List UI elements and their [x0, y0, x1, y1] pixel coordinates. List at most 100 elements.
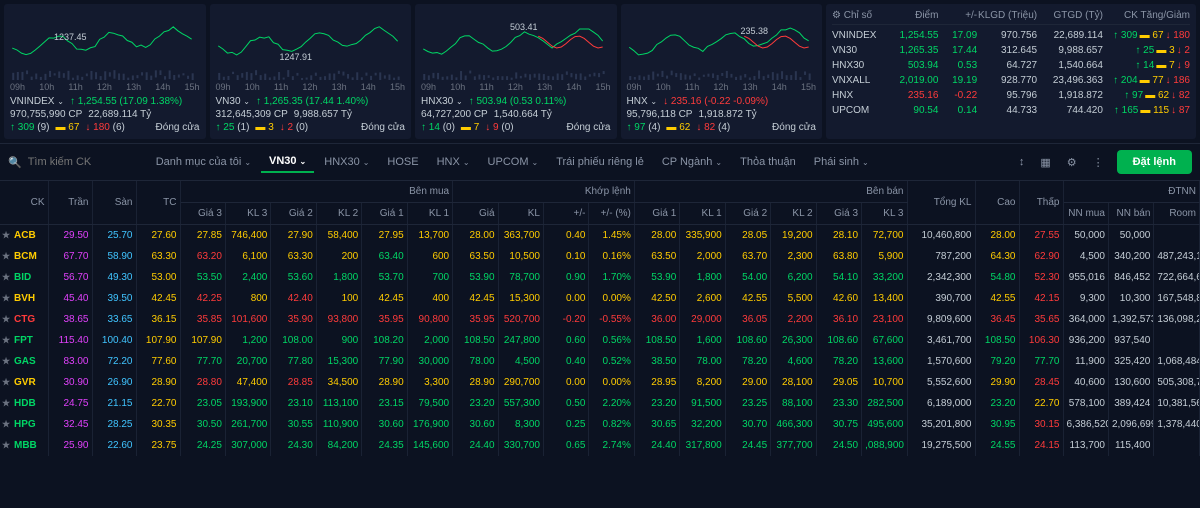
chart-ref: ▬ 62 [666, 122, 690, 133]
star-icon[interactable]: ★ [2, 335, 10, 346]
table-body: ★ACB29.5025.7027.6027.85746,40027.9058,4… [0, 225, 1200, 457]
table-row[interactable]: ★HPG32.4528.2530.3530.50261,70030.55110,… [0, 414, 1200, 435]
star-icon[interactable]: ★ [2, 356, 10, 367]
star-icon[interactable]: ★ [2, 272, 10, 283]
chart-hnx[interactable]: 235.3809h10h11h12h13h14h15hHNX ⌄↓ 235.16… [621, 4, 823, 139]
chart-vnindex[interactable]: 1237.4509h10h11h12h13h14h15hVNINDEX ⌄↑ 1… [4, 4, 206, 139]
ib-row[interactable]: UPCOM90.540.1444.733744.420↑ 165▬ 115↓ 8… [832, 103, 1190, 118]
chart-value: ↑ 1,265.35 (17.44 1.40%) [256, 96, 368, 107]
table-row[interactable]: ★BID56.7049.3053.0053.502,40053.601,8005… [0, 267, 1200, 288]
chart-vn30[interactable]: 1247.9109h10h11h12h13h14h15hVN30 ⌄↑ 1,26… [210, 4, 412, 139]
chart-svg [421, 10, 611, 80]
chart-name[interactable]: HNX30 ⌄ [421, 96, 463, 107]
index-board: ⚙ Chỉ sốĐiểm+/-KLGD (Triệu)GTGD (Tỷ)CK T… [826, 4, 1196, 139]
star-icon[interactable]: ★ [2, 398, 10, 409]
ib-head-col: GTGD (Tỷ) [1037, 10, 1103, 21]
tab-danh-mục-của-tôi[interactable]: Danh mục của tôi ⌄ [148, 151, 259, 173]
ib-head-col: Điểm [888, 10, 938, 21]
table-row[interactable]: ★FPT115.40100.40107.90107.901,200108.009… [0, 330, 1200, 351]
chart-down: ↓ 180 (6) [85, 122, 124, 133]
chart-value: ↑ 1,254.55 (17.09 1.38%) [70, 96, 182, 107]
symbol-cell[interactable]: ★HPG [0, 414, 48, 435]
chart-status: Đóng cửa [361, 122, 405, 133]
chart-info: HNX ⌄↓ 235.16 (-0.22 -0.09%)95,796,118 C… [627, 96, 817, 133]
star-icon[interactable]: ★ [2, 251, 10, 262]
symbol-cell[interactable]: ★BID [0, 267, 48, 288]
index-board-header: ⚙ Chỉ sốĐiểm+/-KLGD (Triệu)GTGD (Tỷ)CK T… [832, 10, 1190, 25]
index-board-body: VNINDEX1,254.5517.09970.75622,689.114↑ 3… [832, 28, 1190, 118]
tab-upcom[interactable]: UPCOM ⌄ [480, 151, 547, 173]
ib-head-col: CK Tăng/Giảm [1103, 10, 1190, 21]
star-icon[interactable]: ★ [2, 314, 10, 325]
table-row[interactable]: ★BVH45.4039.5042.4542.2580042.4010042.45… [0, 288, 1200, 309]
star-icon[interactable]: ★ [2, 440, 10, 451]
star-icon[interactable]: ★ [2, 230, 10, 241]
chart-ref: ▬ 7 [461, 122, 479, 133]
place-order-button[interactable]: Đặt lệnh [1117, 150, 1192, 174]
add-column-icon[interactable]: ↕ [1016, 153, 1028, 171]
ib-head-col: ⚙ Chỉ số [832, 10, 888, 21]
tab-thỏa-thuận[interactable]: Thỏa thuận [732, 151, 804, 173]
symbol-cell[interactable]: ★CTG [0, 309, 48, 330]
star-icon[interactable]: ★ [2, 377, 10, 388]
search-box[interactable]: 🔍 [8, 156, 138, 169]
chart-time-axis: 09h10h11h12h13h14h15h [627, 82, 817, 92]
table-row[interactable]: ★BCM67.7058.9063.3063.206,10063.3020063.… [0, 246, 1200, 267]
chart-name[interactable]: HNX ⌄ [627, 96, 658, 107]
symbol-cell[interactable]: ★BVH [0, 288, 48, 309]
chart-status: Đóng cửa [772, 122, 816, 133]
toolbar: 🔍 Danh mục của tôi ⌄VN30 ⌄HNX30 ⌄HOSEHNX… [0, 143, 1200, 181]
chart-status: Đóng cửa [156, 122, 200, 133]
chart-hnx30[interactable]: 503.4109h10h11h12h13h14h15hHNX30 ⌄↑ 503.… [415, 4, 617, 139]
chart-svg [216, 10, 406, 80]
chart-vol: 312,645,309 CP [216, 109, 288, 120]
chart-value: ↑ 503.94 (0.53 0.11%) [469, 96, 567, 107]
star-icon[interactable]: ★ [2, 419, 10, 430]
chart-gtgd: 1,918.872 Tỷ [698, 109, 756, 120]
chart-up: ↑ 309 (9) [10, 122, 49, 133]
symbol-cell[interactable]: ★HDB [0, 393, 48, 414]
symbol-cell[interactable]: ★ACB [0, 225, 48, 247]
layout-icon[interactable]: ▦ [1037, 153, 1053, 172]
chart-up: ↑ 25 (1) [216, 122, 250, 133]
symbol-cell[interactable]: ★FPT [0, 330, 48, 351]
chart-info: VNINDEX ⌄↑ 1,254.55 (17.09 1.38%)970,755… [10, 96, 200, 133]
table-row[interactable]: ★GAS83.0072.2077.6077.7020,70077.8015,30… [0, 351, 1200, 372]
chart-down: ↓ 2 (0) [280, 122, 308, 133]
settings-icon[interactable]: ⚙ [1064, 153, 1080, 172]
tab-trái-phiếu-riêng-lẻ[interactable]: Trái phiếu riêng lẻ [548, 151, 652, 173]
ib-row[interactable]: VNXALL2,019.0019.19928.77023,496.363↑ 20… [832, 73, 1190, 88]
chart-down: ↓ 82 (4) [696, 122, 730, 133]
tab-cp-ngành[interactable]: CP Ngành ⌄ [654, 151, 730, 173]
more-icon[interactable]: ⋮ [1090, 153, 1107, 172]
symbol-cell[interactable]: ★BCM [0, 246, 48, 267]
tab-hose[interactable]: HOSE [379, 151, 426, 173]
star-icon[interactable]: ★ [2, 293, 10, 304]
tab-hnx30[interactable]: HNX30 ⌄ [316, 151, 377, 173]
chart-status: Đóng cửa [567, 122, 611, 133]
chart-gtgd: 1,540.664 Tỷ [494, 109, 552, 120]
ib-row[interactable]: VNINDEX1,254.5517.09970.75622,689.114↑ 3… [832, 28, 1190, 43]
table-row[interactable]: ★ACB29.5025.7027.6027.85746,40027.9058,4… [0, 225, 1200, 247]
chart-vol: 64,727,200 CP [421, 109, 488, 120]
chart-name[interactable]: VNINDEX ⌄ [10, 96, 64, 107]
tab-phái-sinh[interactable]: Phái sinh ⌄ [806, 151, 877, 173]
charts-container: 1237.4509h10h11h12h13h14h15hVNINDEX ⌄↑ 1… [4, 4, 822, 139]
table-row[interactable]: ★GVR30.9026.9028.9028.8047,40028.8534,50… [0, 372, 1200, 393]
symbol-cell[interactable]: ★GAS [0, 351, 48, 372]
search-input[interactable] [28, 156, 138, 168]
chart-info: HNX30 ⌄ ↑ 503.94 (0.53 0.11%) 64,727,200 C… [421, 96, 611, 133]
ib-row[interactable]: HNX30503.940.5364.7271,540.664↑ 14▬ 7↓ 9 [832, 58, 1190, 73]
ib-row[interactable]: HNX235.16-0.2295.7961,918.872↑ 97▬ 62↓ 8… [832, 88, 1190, 103]
chart-name[interactable]: VN30 ⌄ [216, 96, 251, 107]
ib-head-col: +/- [938, 10, 977, 21]
chart-ref: ▬ 67 [55, 122, 79, 133]
symbol-cell[interactable]: ★MBB [0, 435, 48, 456]
tab-vn30[interactable]: VN30 ⌄ [261, 151, 314, 173]
table-row[interactable]: ★HDB24.7521.1522.7023.05193,90023.10113,… [0, 393, 1200, 414]
table-row[interactable]: ★CTG38.6533.6536.1535.85101,60035.9093,8… [0, 309, 1200, 330]
tab-hnx[interactable]: HNX ⌄ [429, 151, 478, 173]
ib-row[interactable]: VN301,265.3517.44312.6459,988.657↑ 25▬ 3… [832, 43, 1190, 58]
symbol-cell[interactable]: ★GVR [0, 372, 48, 393]
table-row[interactable]: ★MBB25.9022.6023.7524.25307,00024.3084,2… [0, 435, 1200, 456]
